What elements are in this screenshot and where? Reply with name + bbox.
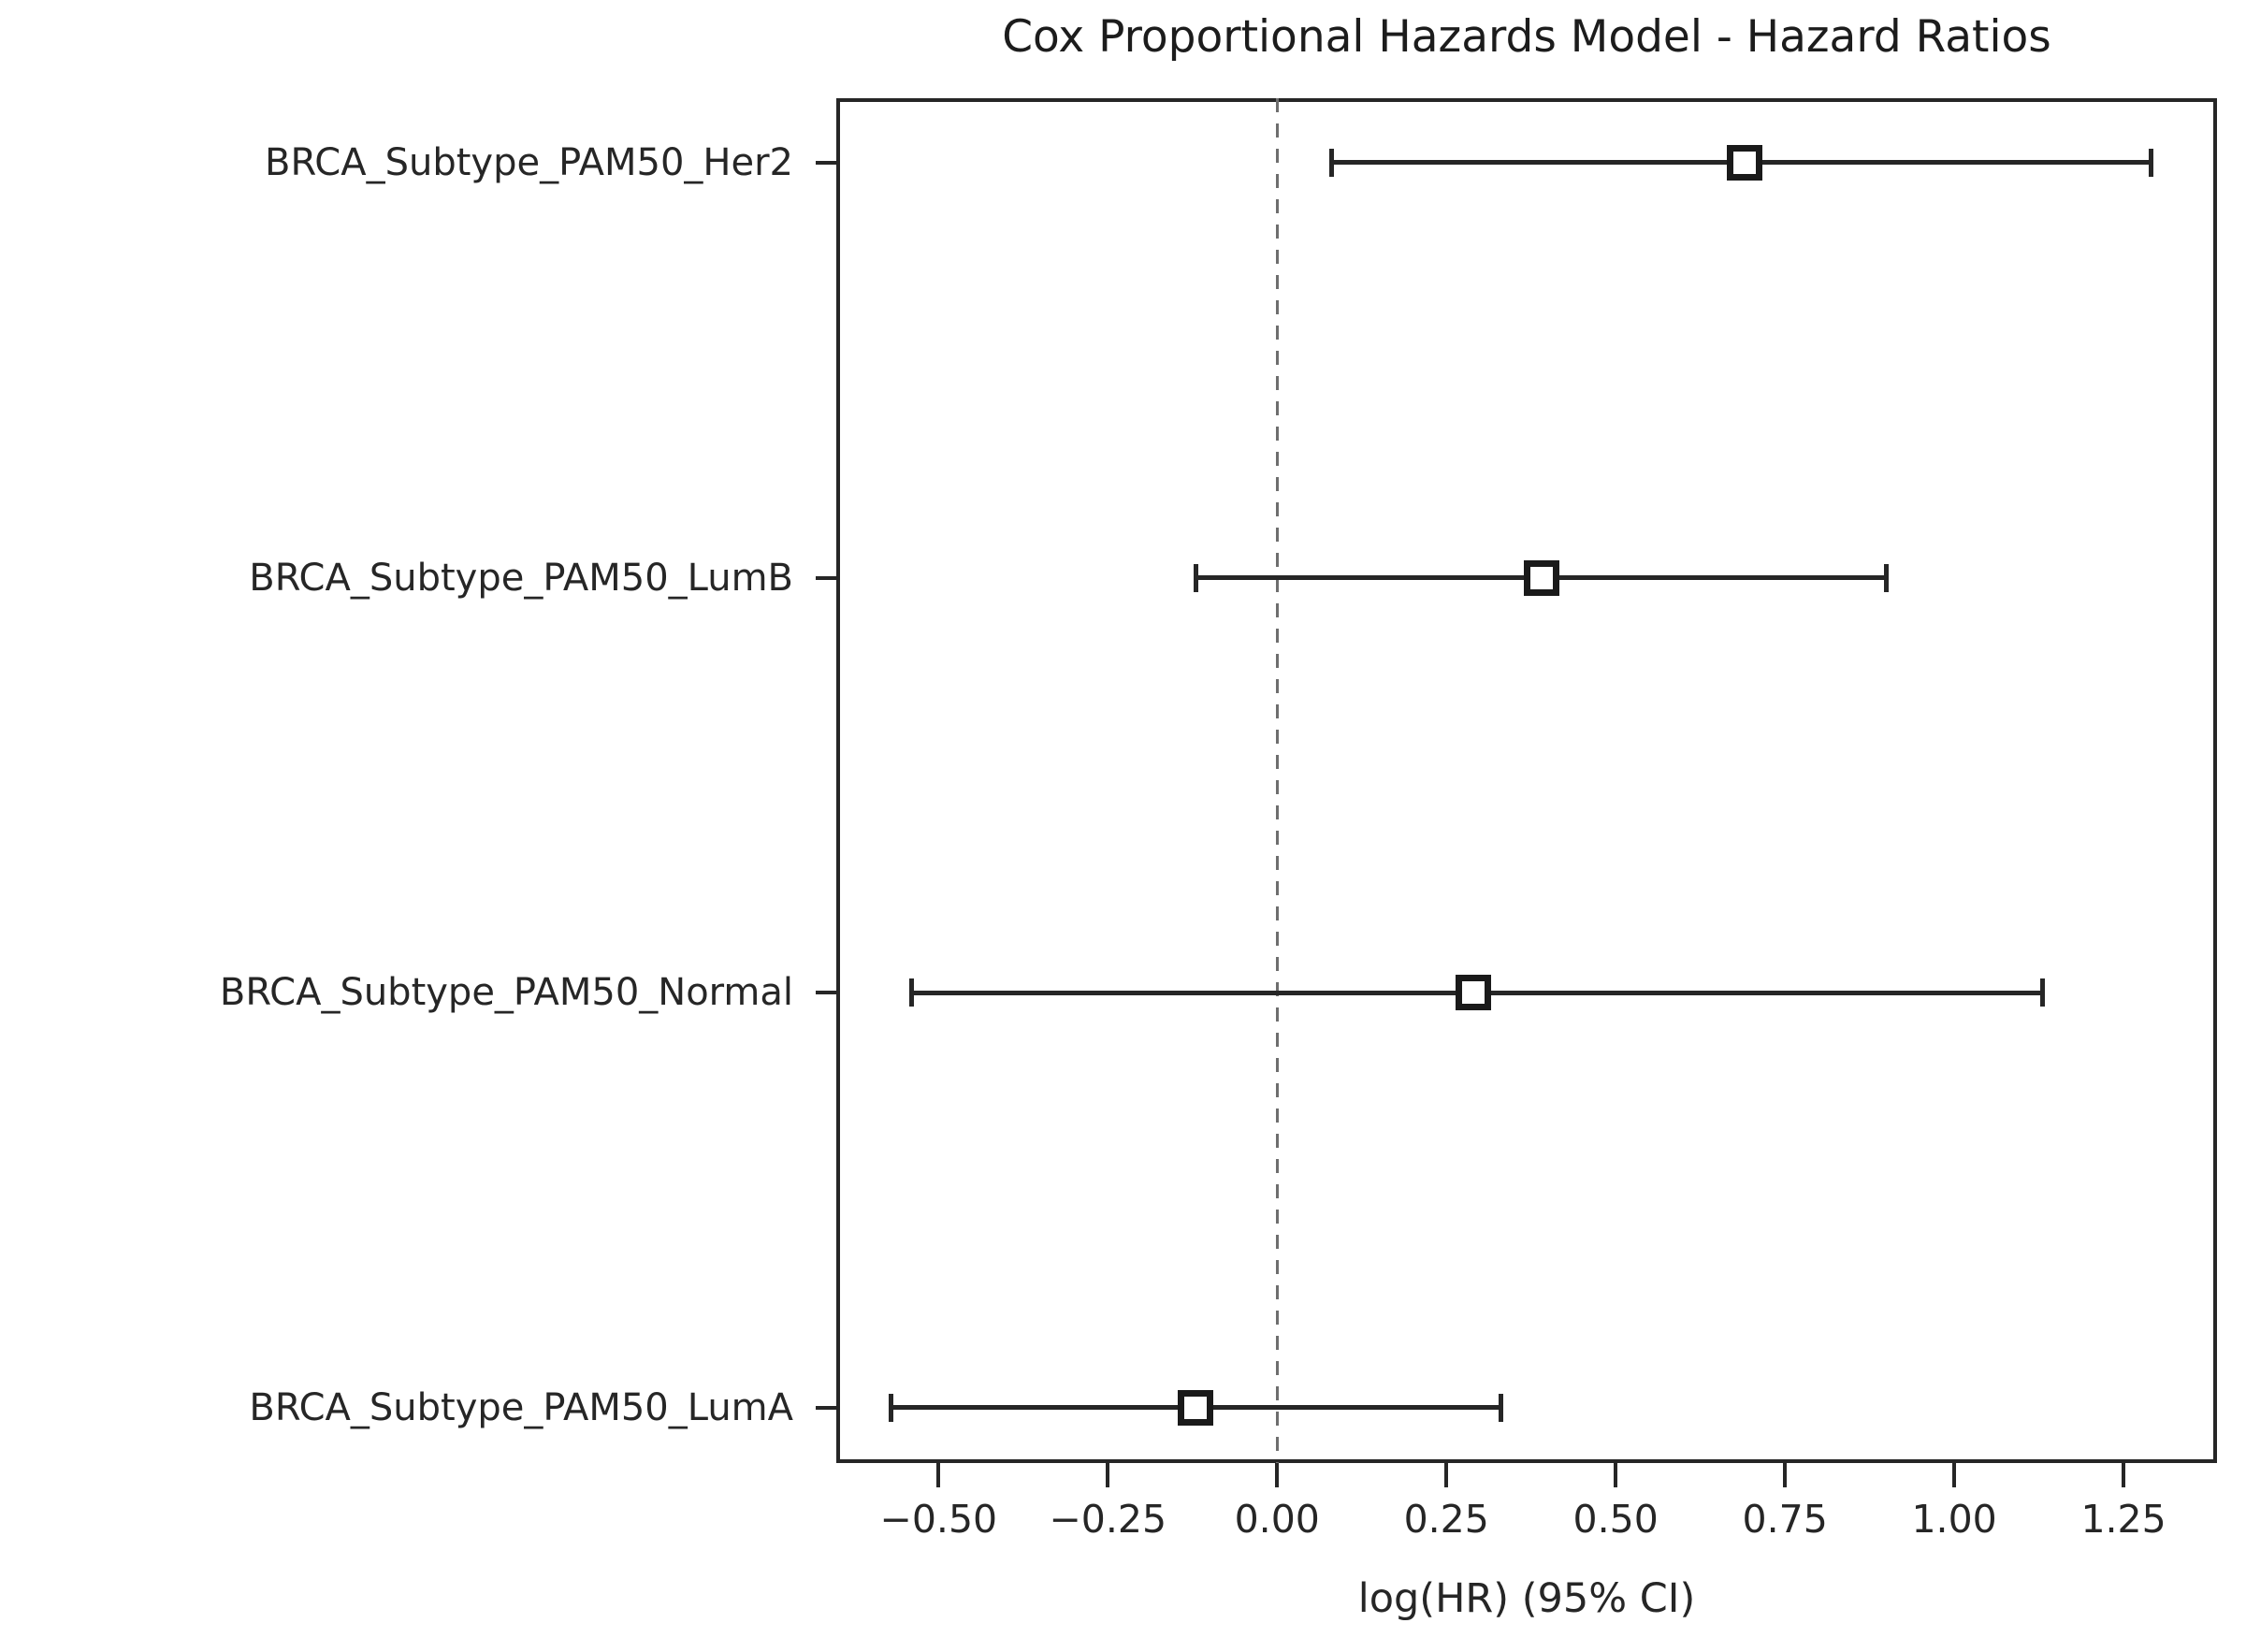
ci-cap-high [2148,148,2153,177]
x-tick [1614,1463,1618,1487]
y-tick [816,575,836,580]
y-tick [816,991,836,995]
x-tick-label: 1.25 [2080,1497,2166,1542]
x-tick [1106,1463,1110,1487]
ci-cap-high [1884,563,1890,592]
ci-cap-low [908,978,914,1007]
x-tick-label: −0.25 [1049,1497,1167,1542]
ci-cap-low [1193,563,1198,592]
y-tick-label: BRCA_Subtype_PAM50_LumA [249,1385,793,1429]
x-tick-label: −0.50 [879,1497,998,1542]
point-estimate-marker [1726,144,1762,181]
x-tick-label: 0.50 [1572,1497,1659,1542]
y-tick-label: BRCA_Subtype_PAM50_LumB [249,556,793,600]
chart-title: Cox Proportional Hazards Model - Hazard … [1002,11,2051,63]
y-tick [816,1405,836,1410]
point-estimate-marker [1523,559,1559,596]
y-tick [816,160,836,165]
ci-cap-low [889,1393,894,1422]
x-tick [2122,1463,2126,1487]
x-tick [1783,1463,1788,1487]
zero-reference-line [1275,98,1279,1463]
x-tick-label: 0.75 [1742,1497,1828,1542]
ci-cap-high [1498,1393,1503,1422]
x-tick-label: 0.00 [1234,1497,1320,1542]
x-axis-label: log(HR) (95% CI) [1357,1575,1696,1622]
y-tick-label: BRCA_Subtype_PAM50_Normal [219,971,793,1015]
ci-cap-high [2039,978,2045,1007]
x-tick-label: 1.00 [1911,1497,1997,1542]
point-estimate-marker [1456,975,1492,1011]
ci-cap-low [1328,148,1334,177]
x-tick-label: 0.25 [1403,1497,1489,1542]
x-tick [1444,1463,1449,1487]
y-tick-label: BRCA_Subtype_PAM50_Her2 [265,140,793,184]
x-tick [1952,1463,1957,1487]
x-tick [936,1463,941,1487]
point-estimate-marker [1178,1389,1214,1426]
plot-frame [836,98,2217,1463]
x-tick [1275,1463,1280,1487]
